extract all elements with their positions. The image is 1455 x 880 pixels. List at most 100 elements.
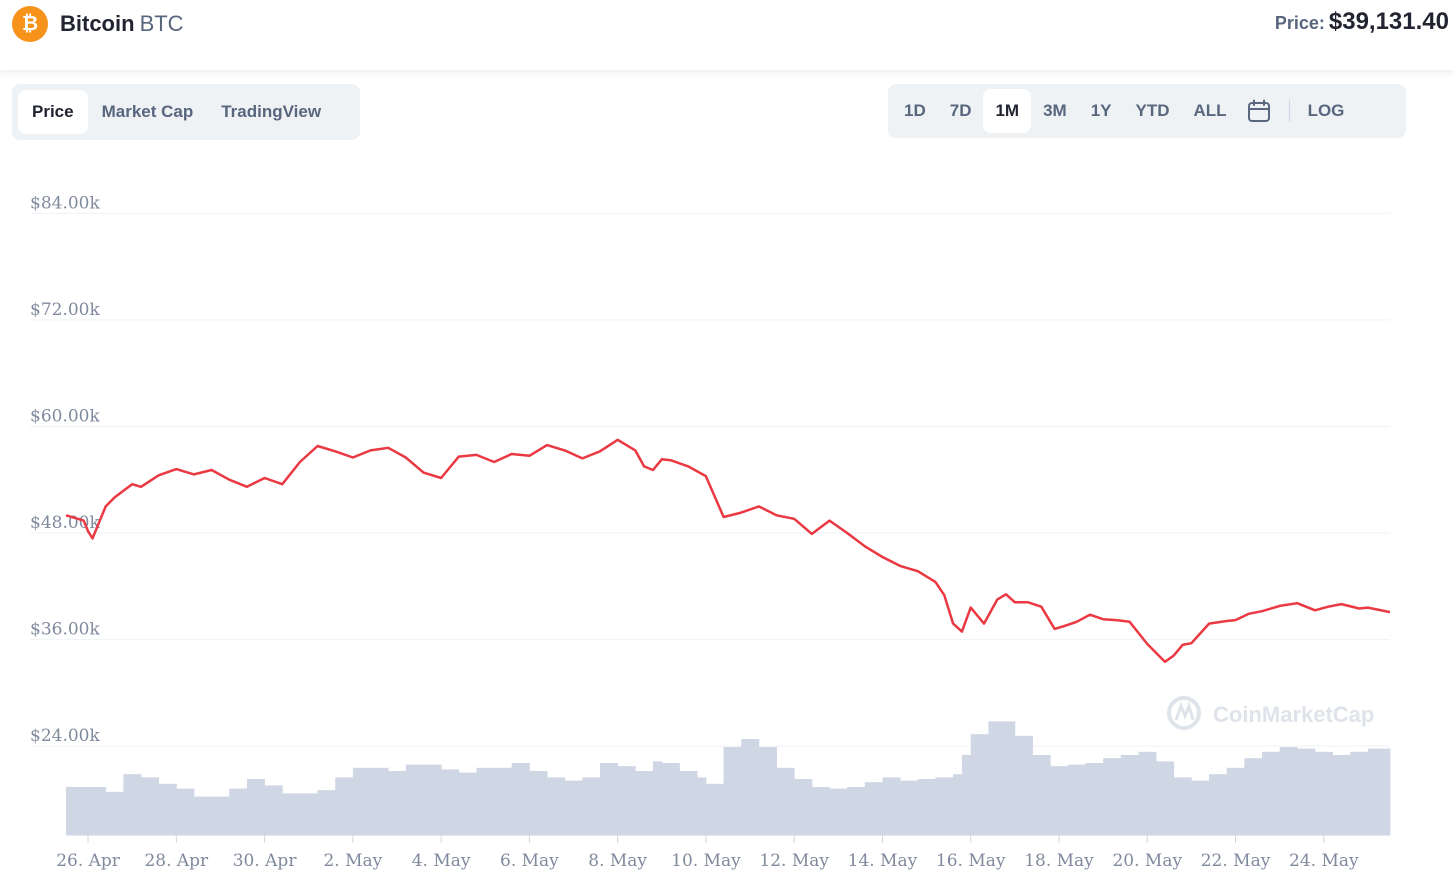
tab-tradingview[interactable]: TradingView	[221, 102, 322, 121]
volume-bar	[123, 774, 142, 835]
volume-bar	[617, 766, 636, 835]
watermark-text: CoinMarketCap	[1213, 702, 1374, 727]
volume-bar	[705, 783, 724, 835]
range-1y-button[interactable]: 1Y	[1090, 101, 1112, 120]
volume-bar	[1173, 777, 1192, 835]
x-tick-label: 16. May	[936, 851, 1006, 871]
x-tick-label: 8. May	[588, 851, 647, 871]
volume-bar	[882, 777, 901, 835]
tab-price[interactable]: Price	[18, 90, 88, 134]
volume-bar	[476, 767, 495, 835]
volume-bar	[1226, 767, 1245, 835]
volume-bar	[1050, 766, 1069, 835]
coinmarketcap-logo-mark	[1174, 701, 1195, 721]
log-scale-toggle[interactable]: LOG	[1307, 101, 1345, 120]
y-tick-label: $84.00k	[30, 193, 100, 213]
volume-bar	[1103, 758, 1122, 835]
volume-bar	[635, 771, 654, 835]
coin-title: Bitcoin BTC	[60, 11, 184, 37]
price-value: $39,131.40	[1328, 8, 1449, 35]
volume-bar	[1085, 763, 1104, 835]
volume-bar	[547, 777, 566, 835]
tab-market-cap[interactable]: Market Cap	[101, 102, 194, 121]
x-tick-label: 30. Apr	[233, 851, 298, 871]
volume-bar	[988, 721, 1007, 835]
coinmarketcap-logo-icon	[1167, 696, 1201, 730]
volume-bar	[953, 774, 963, 835]
volume-bar	[352, 767, 371, 835]
x-tick-label: 20. May	[1112, 851, 1182, 871]
price-label: Price:	[1274, 13, 1325, 33]
range-1m-button[interactable]: 1M	[983, 89, 1032, 133]
range-ytd-button[interactable]: YTD	[1135, 101, 1170, 120]
volume-bar	[864, 782, 883, 835]
volume-bar	[458, 772, 477, 835]
volume-bar	[961, 755, 972, 835]
volume-bar	[829, 788, 848, 835]
x-tick-label: 26. Apr	[56, 851, 121, 871]
range-divider	[1288, 100, 1290, 122]
volume-bar	[1209, 774, 1228, 835]
calendar-icon[interactable]	[1247, 98, 1273, 124]
x-tick-label: 12. May	[759, 851, 829, 871]
range-all-button[interactable]: ALL	[1193, 101, 1227, 120]
y-tick-label: $24.00k	[30, 726, 100, 746]
volume-bar	[229, 788, 248, 835]
volume-bar	[582, 777, 601, 835]
watermark: CoinMarketCap	[1167, 696, 1374, 730]
volume-bar	[405, 764, 424, 835]
volume-bar	[441, 769, 460, 835]
volume-bar	[600, 763, 619, 835]
volume-bar	[1156, 761, 1175, 835]
x-tick-label: 24. May	[1289, 851, 1359, 871]
volume-bar	[282, 793, 301, 835]
volume-bar	[1138, 751, 1157, 835]
volume-bar	[494, 767, 513, 835]
volume-bar	[1014, 735, 1033, 835]
volume-bar	[1367, 748, 1391, 835]
x-tick-label: 18. May	[1024, 851, 1094, 871]
volume-bar	[370, 767, 389, 835]
volume-bar	[105, 791, 124, 835]
volume-bar	[1006, 721, 1016, 835]
volume-bar	[1032, 755, 1051, 835]
volume-bar	[917, 779, 936, 835]
volume-bar	[264, 785, 283, 835]
y-tick-label: $48.00k	[30, 513, 100, 533]
x-tick-label: 2. May	[323, 851, 382, 871]
x-tick-label: 28. Apr	[144, 851, 209, 871]
volume-bar	[176, 788, 195, 835]
volume-bar	[776, 767, 795, 835]
volume-bar	[529, 771, 548, 835]
x-tick-label: 22. May	[1201, 851, 1271, 871]
volume-bar	[970, 734, 989, 835]
volume-bar	[335, 777, 354, 835]
volume-bar	[1067, 764, 1086, 835]
volume-bar	[158, 783, 177, 835]
volume-bar	[317, 790, 336, 835]
range-1d-button[interactable]: 1D	[904, 101, 926, 120]
volume-bar	[1314, 751, 1334, 835]
volume-bar	[811, 787, 830, 835]
volume-bar	[758, 747, 777, 835]
volume-bar	[193, 796, 213, 835]
range-7d-button[interactable]: 7D	[949, 101, 972, 120]
volume-bar	[141, 777, 160, 835]
y-axis-labels: $24.00k $36.00k $48.00k $60.00k $72.00k $84.0…	[30, 193, 100, 746]
volume-bar	[511, 763, 530, 835]
coin-name: Bitcoin	[60, 11, 135, 36]
price-line	[65, 438, 1391, 664]
grid-lines	[30, 212, 1390, 747]
volume-bar	[388, 771, 407, 835]
range-3m-button[interactable]: 3M	[1043, 101, 1067, 120]
volume-bar	[741, 739, 760, 835]
price-display: Price: $39,131.40	[1275, 8, 1449, 36]
volume-bar	[900, 780, 919, 835]
x-axis: 26. Apr 28. Apr 30. Apr 2. May 4. May 6. May 8…	[56, 834, 1390, 871]
x-tick-label: 14. May	[848, 851, 918, 871]
price-series-line[interactable]	[65, 438, 1391, 664]
volume-bar	[723, 747, 742, 835]
volume-bar	[1120, 755, 1139, 835]
volume-bar	[1350, 751, 1369, 835]
volume-bar	[1332, 755, 1351, 835]
